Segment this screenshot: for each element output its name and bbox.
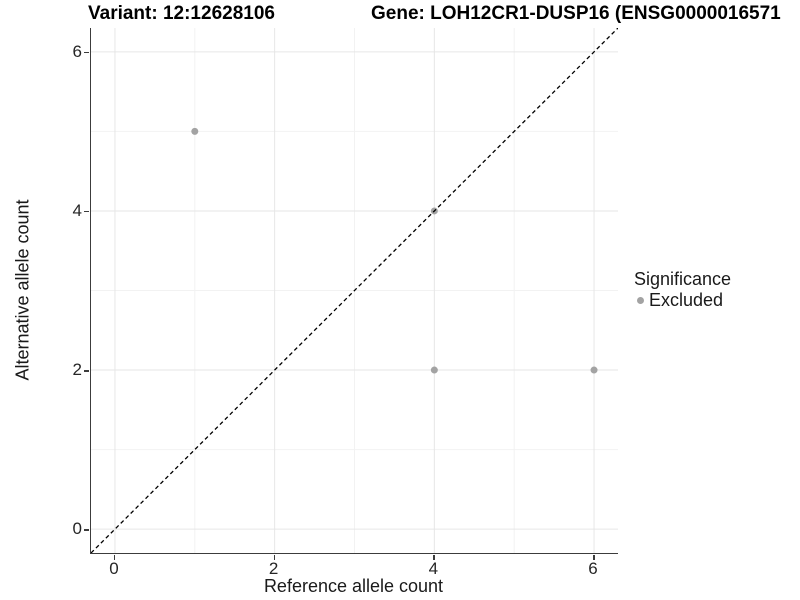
- identity-reference-line: [91, 28, 618, 553]
- x-tick-mark: [593, 554, 595, 560]
- data-point: [430, 366, 438, 374]
- legend-title: Significance: [634, 269, 732, 289]
- x-tick-mark: [273, 554, 276, 560]
- legend: Significance Excluded: [634, 269, 731, 310]
- y-tick-mark: [84, 210, 89, 213]
- y-tick-label: 0: [72, 519, 82, 539]
- x-tick-label: 4: [428, 559, 439, 578]
- x-tick-mark: [433, 554, 435, 560]
- y-tick-label: 6: [72, 41, 82, 61]
- gene-title: Gene: LOH12CR1-DUSP16 (ENSG0000016571: [371, 3, 781, 24]
- variant-title: Variant: 12:12628106: [88, 3, 275, 24]
- x-tick-label: 2: [268, 559, 279, 578]
- x-axis-title: Reference allele count: [263, 576, 444, 596]
- y-tick-mark: [84, 51, 89, 54]
- y-tick-label: 2: [72, 360, 82, 380]
- x-tick-mark: [113, 554, 116, 560]
- data-point: [191, 127, 199, 135]
- data-point: [590, 366, 598, 374]
- excluded-point-icon: [637, 296, 644, 304]
- scatter-chart: [91, 28, 618, 553]
- y-axis-title: Alternative allele count: [12, 199, 33, 381]
- legend-item-excluded: Excluded: [637, 290, 731, 310]
- x-tick-label: 0: [109, 559, 119, 578]
- y-tick-label: 4: [72, 200, 82, 220]
- legend-item-label: Excluded: [649, 289, 724, 310]
- y-tick-mark: [84, 370, 89, 372]
- plot-panel: [90, 28, 618, 554]
- x-tick-label: 6: [588, 559, 598, 578]
- y-tick-mark: [84, 529, 89, 531]
